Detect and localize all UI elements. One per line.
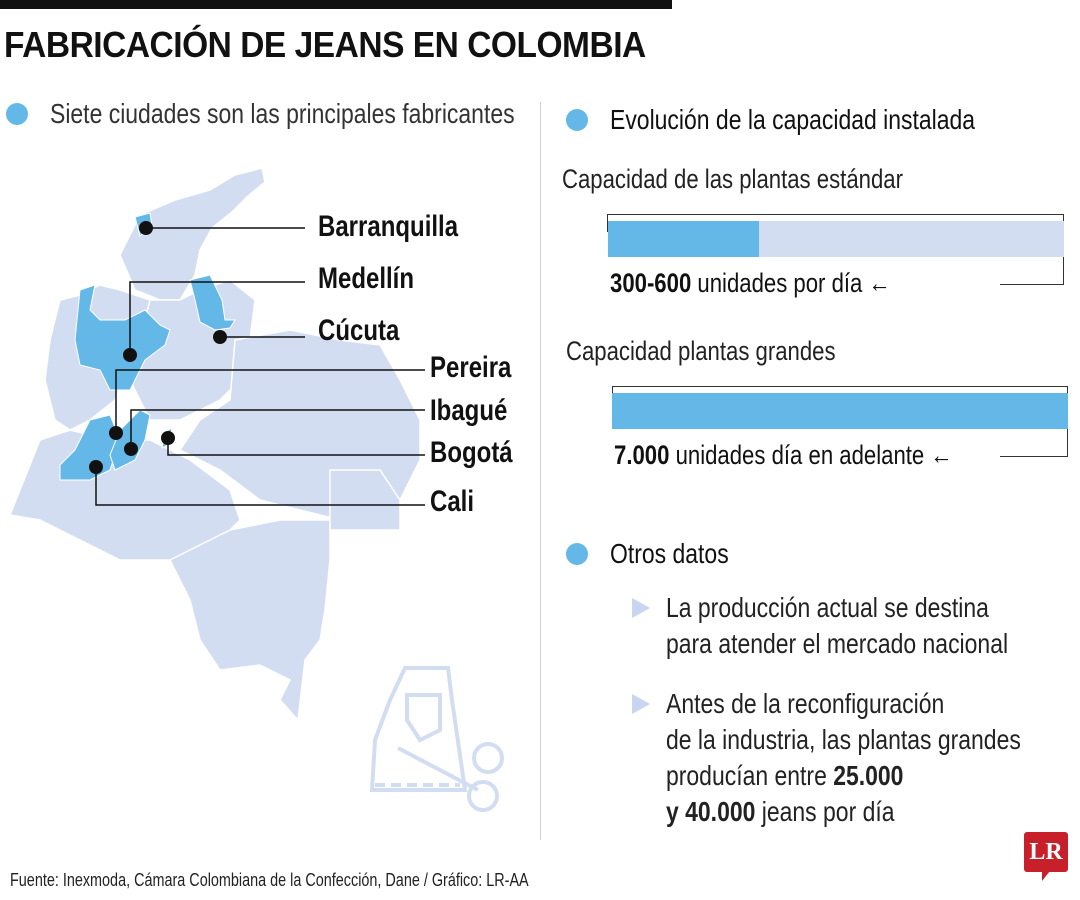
lr-logo: LR bbox=[1024, 832, 1068, 872]
city-label-pereira: Pereira bbox=[430, 351, 512, 384]
section-cities-heading: Siete ciudades son las principales fabri… bbox=[6, 98, 617, 130]
section-other-heading: Otros datos bbox=[566, 538, 755, 570]
triangle-bullet-icon bbox=[632, 598, 650, 618]
top-rule bbox=[0, 0, 672, 9]
large-value: 7.000 unidades día en adelante ← bbox=[614, 440, 953, 470]
bullet-dot-icon bbox=[566, 543, 588, 565]
source-note: Fuente: Inexmoda, Cámara Colombiana de l… bbox=[10, 870, 529, 890]
standard-capacity-label: Capacidad de las plantas estándar bbox=[562, 164, 903, 194]
bullet-dot-icon bbox=[566, 109, 588, 131]
city-label-barranquilla: Barranquilla bbox=[318, 210, 459, 243]
column-divider bbox=[540, 102, 541, 840]
standard-bar-fill bbox=[608, 221, 759, 257]
section-cities-label: Siete ciudades son las principales fabri… bbox=[50, 98, 515, 129]
section-capacity-heading: Evolución de la capacidad instalada bbox=[566, 104, 1055, 136]
section-capacity-label: Evolución de la capacidad instalada bbox=[610, 104, 976, 135]
section-other-label: Otros datos bbox=[610, 538, 729, 569]
city-label-cucuta: Cúcuta bbox=[318, 314, 400, 347]
jeans-scissors-icon bbox=[369, 666, 504, 812]
other-item-2: Antes de la reconfiguración de la indust… bbox=[632, 686, 1080, 830]
page-title: FABRICACIÓN DE JEANS EN COLOMBIA bbox=[4, 24, 646, 65]
large-capacity-label: Capacidad plantas grandes bbox=[566, 336, 836, 366]
city-label-cali: Cali bbox=[430, 485, 475, 518]
lr-logo-tail bbox=[1042, 871, 1050, 881]
other-item-1: La producción actual se destina para ate… bbox=[632, 590, 1080, 662]
city-label-ibague: Ibagué bbox=[430, 394, 508, 427]
standard-value: 300-600 unidades por día ← bbox=[610, 268, 891, 298]
city-label-medellin: Medellín bbox=[318, 262, 415, 295]
large-pointer-line bbox=[1000, 429, 1068, 457]
standard-pointer-line bbox=[1000, 257, 1064, 285]
bullet-dot-icon bbox=[6, 103, 28, 125]
large-bar-fill bbox=[612, 393, 1068, 429]
city-label-bogota: Bogotá bbox=[430, 436, 513, 469]
triangle-bullet-icon bbox=[632, 694, 650, 714]
colombia-map bbox=[8, 167, 504, 812]
